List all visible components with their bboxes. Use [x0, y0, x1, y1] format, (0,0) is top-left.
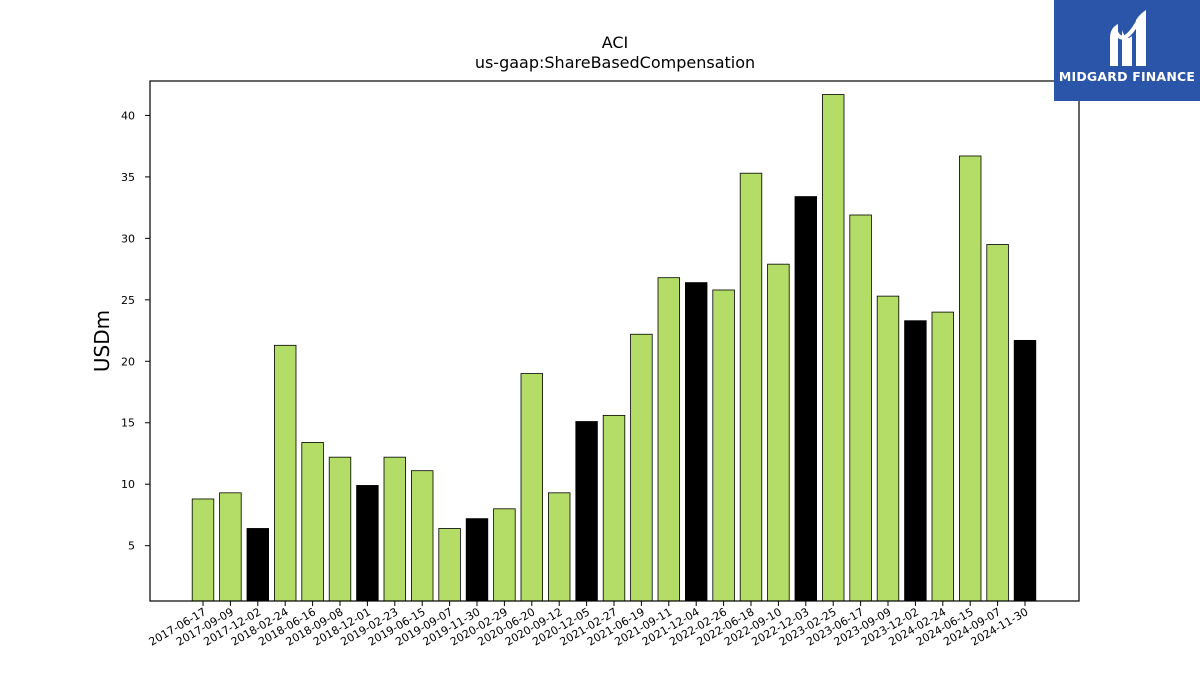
bar-2024-09-07 — [986, 244, 1009, 602]
bar-2021-12-04 — [685, 282, 708, 602]
bar-2023-12-02 — [904, 320, 927, 602]
bar-2022-02-26 — [712, 289, 735, 602]
bar-2019-02-23 — [383, 456, 407, 602]
bar-2022-12-03 — [794, 196, 818, 602]
bar-2023-02-25 — [822, 94, 845, 602]
bar-2018-02-24 — [273, 344, 297, 602]
midgard-finance-logo: MIDGARD FINANCE — [1054, 0, 1200, 101]
bar-2023-09-09 — [876, 295, 900, 602]
bars-group — [191, 94, 1037, 602]
y-tick-label: 30 — [121, 232, 135, 245]
bar-2019-09-07 — [438, 528, 461, 602]
midgard-logo-icon — [1110, 10, 1146, 66]
bar-2021-09-11 — [657, 277, 681, 602]
bar-2018-06-16 — [301, 442, 324, 602]
bar-2020-12-05 — [575, 421, 598, 602]
chart-subtitle: us-gaap:ShareBasedCompensation — [475, 53, 755, 72]
plot-frame — [149, 80, 1080, 602]
x-ticks-group: 2017-06-172017-09-092017-12-022018-02-24… — [147, 601, 1031, 649]
y-ticks-group: 5 10 15 20 25 30 35 40 — [121, 109, 150, 553]
chart-title: ACI — [602, 33, 629, 52]
y-tick-label: 35 — [121, 171, 135, 184]
y-axis-label: USDm — [90, 310, 114, 372]
bar-2022-06-18 — [739, 172, 763, 602]
bar-2018-09-08 — [328, 456, 352, 602]
bar-2020-09-12 — [548, 492, 571, 602]
y-tick-label: 20 — [121, 355, 135, 368]
y-tick-label: 5 — [128, 540, 135, 553]
bar-2021-06-19 — [630, 333, 653, 602]
bar-2020-06-20 — [520, 373, 544, 602]
bar-2017-06-17 — [191, 498, 215, 602]
logo-text: MIDGARD FINANCE — [1058, 69, 1196, 84]
bar-2021-02-27 — [602, 414, 626, 602]
bar-2018-12-01 — [356, 485, 379, 602]
bar-2019-11-30 — [465, 518, 489, 602]
y-tick-label: 40 — [121, 109, 135, 122]
y-tick-label: 25 — [121, 294, 135, 307]
bar-2022-09-10 — [767, 263, 790, 602]
y-tick-label: 15 — [121, 417, 135, 430]
bar-2017-12-02 — [246, 528, 270, 602]
bar-2023-06-17 — [849, 214, 872, 602]
bar-2019-06-15 — [410, 470, 434, 602]
y-tick-label: 10 — [121, 478, 135, 491]
bar-2017-09-09 — [219, 492, 242, 602]
bar-2020-02-29 — [493, 508, 516, 602]
bar-2024-06-15 — [959, 155, 982, 602]
bar-2024-02-24 — [931, 311, 955, 602]
bar-2024-11-30 — [1013, 339, 1037, 602]
